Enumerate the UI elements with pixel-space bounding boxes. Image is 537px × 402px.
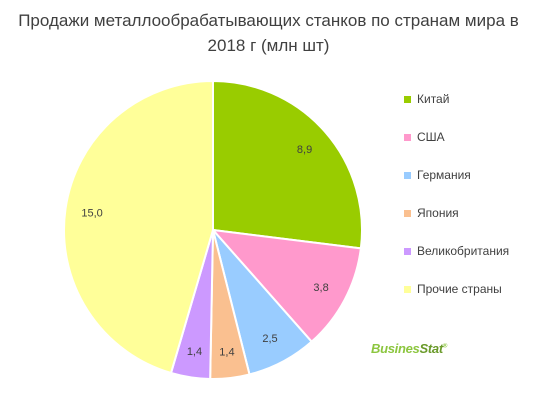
legend-swatch-2 <box>404 171 411 179</box>
legend-label-2: Германия <box>417 168 471 182</box>
legend-label-0: Китай <box>417 92 450 106</box>
slice-value-label-3: 1,4 <box>219 346 234 358</box>
chart-title: Продажи металлообрабатывающих станков по… <box>18 11 519 55</box>
legend-item-4: Великобритания <box>404 244 509 258</box>
slice-value-label-2: 2,5 <box>262 333 277 345</box>
legend-label-1: США <box>417 130 445 144</box>
legend-item-5: Прочие страны <box>404 282 509 296</box>
legend-swatch-3 <box>404 209 411 217</box>
slice-value-label-4: 1,4 <box>187 346 202 358</box>
slice-value-label-5: 15,0 <box>81 208 102 220</box>
legend-item-0: Китай <box>404 92 509 106</box>
legend-swatch-4 <box>404 247 411 255</box>
pie-slice-1 <box>210 228 362 344</box>
pie-slice-5 <box>63 79 214 375</box>
legend-label-4: Великобритания <box>417 244 510 258</box>
businesstat-logo: BusinesStat® <box>371 341 447 356</box>
legend-swatch-5 <box>404 285 411 293</box>
slice-value-label-0: 8,9 <box>297 144 312 156</box>
legend-item-2: Германия <box>404 168 509 182</box>
legend-label-3: Япония <box>417 206 459 220</box>
legend-swatch-1 <box>404 133 411 141</box>
legend-label-5: Прочие страны <box>417 282 502 296</box>
slice-value-label-1: 3,8 <box>313 282 328 294</box>
pie-slice-0 <box>212 79 363 250</box>
legend-item-3: Япония <box>404 206 509 220</box>
legend: Китай США Германия Япония Великобритания Проч… <box>404 92 509 320</box>
legend-item-1: США <box>404 130 509 144</box>
legend-swatch-0 <box>404 95 411 103</box>
